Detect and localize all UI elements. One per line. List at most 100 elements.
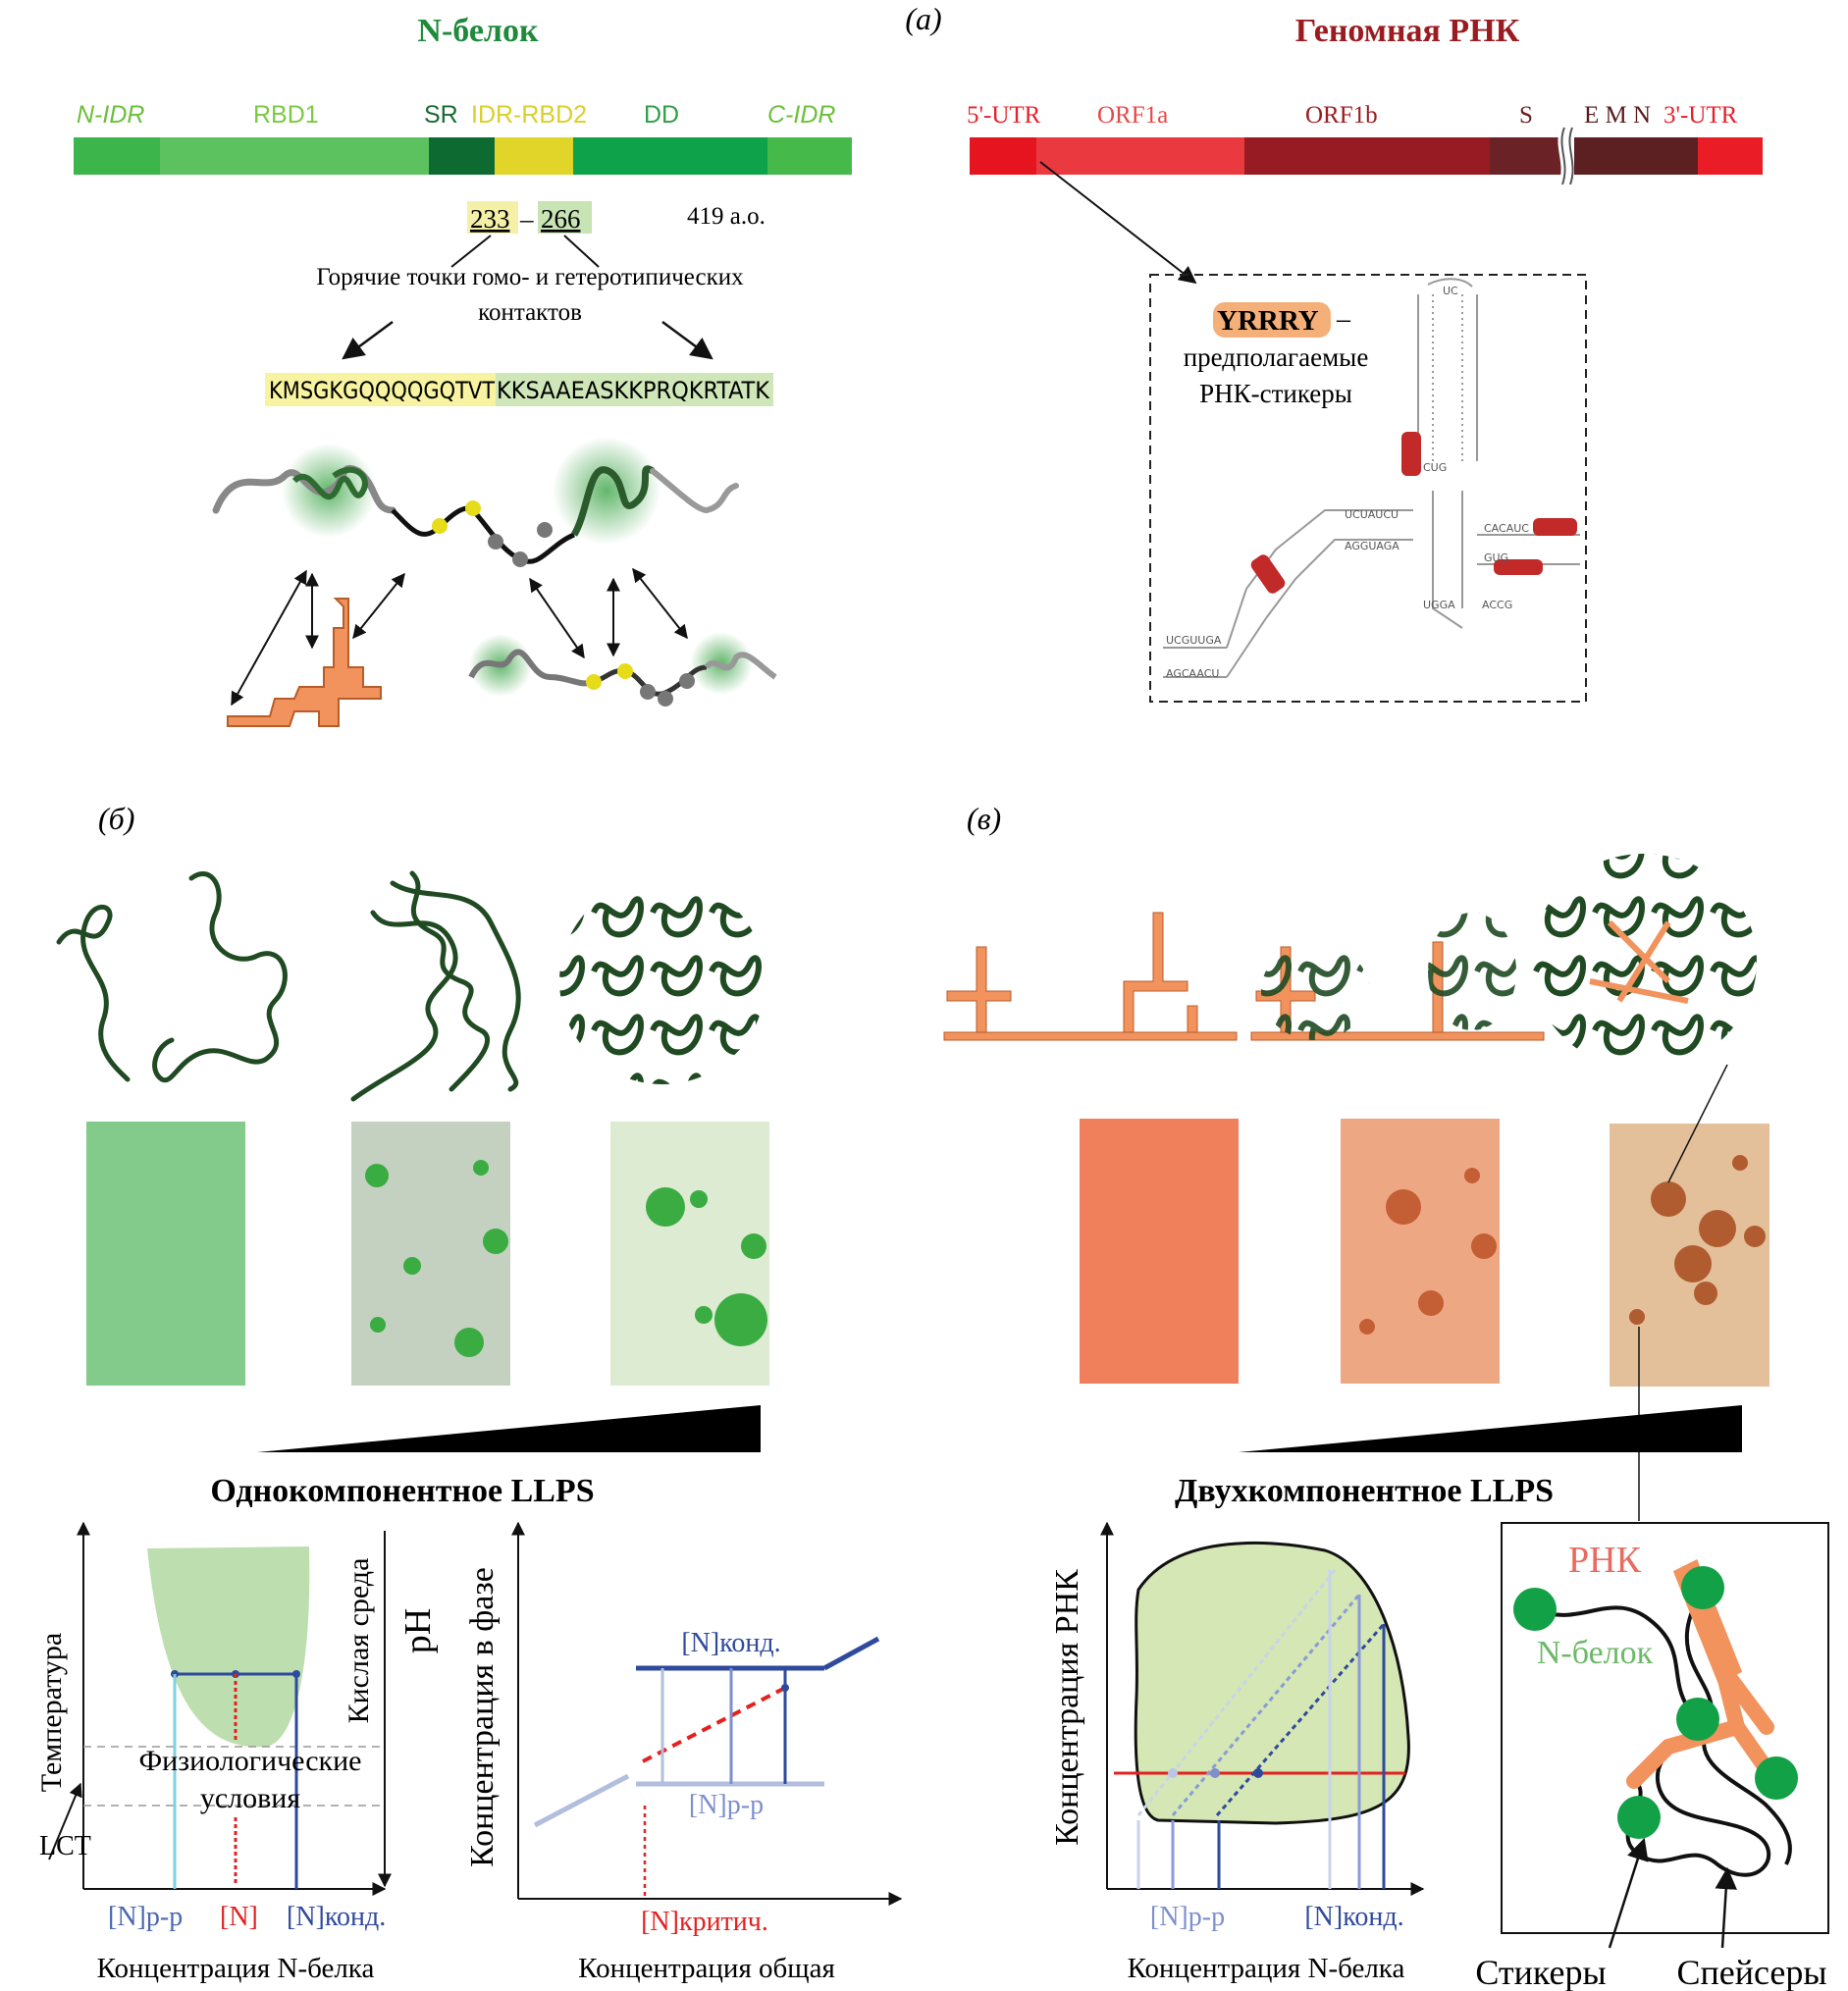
label-pp-plot: [N]р-р (689, 1790, 764, 1820)
hotspot-arrow-left (342, 320, 394, 360)
protein-chains-mid (350, 870, 521, 1102)
residue-end: 266 (541, 204, 581, 234)
domain-labels: N-IDR RBD1 SR IDR-RBD2 DD C-IDR (77, 101, 835, 129)
svg-text:GUG: GUG (1484, 551, 1508, 564)
rna-droplets-large (1629, 1155, 1766, 1325)
panel-a-label: (а) (905, 1, 941, 36)
acid-axis-label: Кислая среда (343, 1558, 375, 1724)
residue-connector-right (563, 235, 600, 268)
rna-droplets-mid (1359, 1168, 1497, 1335)
temperature-axis-label: Температура (35, 1633, 68, 1792)
residue-box-yellow (467, 201, 518, 234)
single-llps-title: Однокомпонентное LLPS (210, 1473, 594, 1509)
domain-idr-rbd2: IDR-RBD2 (471, 101, 587, 129)
rna-secondary-structure (1163, 278, 1580, 678)
tick-n-b: [N] (220, 1902, 258, 1932)
protein-chain-illustration (212, 437, 777, 727)
concentration-wedge-c (1239, 1405, 1742, 1452)
rna-sequence-letters: UC CUG UCUAUCU AGGUAGA CACAUC GUG UCGUUG… (1166, 285, 1529, 680)
domain-rbd1: RBD1 (253, 101, 319, 129)
residue-start: 233 (470, 204, 510, 234)
protein-length: 419 а.о. (687, 203, 766, 230)
utr-zoom-arrow (1039, 161, 1197, 285)
rna-structure-box (1149, 274, 1587, 703)
motif-desc-1: предполагаемые (1184, 342, 1369, 372)
lct-label: LCT (39, 1831, 91, 1861)
label-crit-plot: [N]критич. (641, 1907, 768, 1937)
inset-rna-label: РНК (1568, 1540, 1642, 1581)
stickers-label: Стикеры (1475, 1953, 1606, 1991)
svg-text:UCUAUCU: UCUAUCU (1345, 508, 1399, 521)
rna-label-emn: E M N (1584, 102, 1651, 129)
n-protein-conc-label-c: Концентрация N-белка (1128, 1953, 1405, 1984)
sequence-highlight-green (496, 373, 773, 406)
phase-box-droplets (351, 1122, 510, 1386)
svg-text:AGCAACU: AGCAACU (1166, 667, 1219, 680)
protein-chains-dilute (56, 871, 288, 1083)
rna-label-orf1b: ORF1b (1305, 102, 1378, 129)
rna-label-5utr: 5'-UTR (967, 102, 1041, 129)
svg-text:ACCG: ACCG (1482, 599, 1512, 611)
sequence-highlight-yellow (265, 373, 496, 406)
spacers-label: Спейсеры (1676, 1953, 1826, 1991)
svg-text:CACAUC: CACAUC (1484, 522, 1529, 535)
rna-label-orf1a: ORF1a (1097, 102, 1168, 129)
rna-chains-illustration (943, 854, 1757, 1070)
tick-pp-b: [N]р-р (108, 1902, 183, 1932)
svg-text:UCGUUGA: UCGUUGA (1166, 634, 1222, 647)
residue-box-green (538, 201, 592, 234)
motif-text: YRRRY (1217, 305, 1319, 337)
tick-cond-c: [N]конд. (1304, 1902, 1403, 1932)
droplet-zoom-line (1667, 1064, 1728, 1183)
rna-conc-axis-label: Концентрация РНК (1049, 1569, 1085, 1846)
hotspot-text-2: контактов (478, 299, 582, 326)
motif-highlight (1213, 302, 1331, 338)
inset-protein-label: N-белок (1537, 1635, 1654, 1671)
panel-c-label: (в) (967, 801, 1001, 836)
physiological-label-1: Физиологические (138, 1745, 361, 1777)
phase-box-homogeneous (86, 1122, 245, 1386)
domain-n-idr: N-IDR (77, 101, 144, 129)
residue-connector-left (450, 235, 492, 268)
physiological-label-2: условия (200, 1782, 301, 1814)
phase-diagram-rna (1100, 1521, 1425, 1896)
domain-sr: SR (424, 101, 458, 129)
sticker-spacer-inset (1501, 1522, 1829, 1934)
two-llps-title: Двухкомпонентное LLPS (1175, 1473, 1554, 1509)
rna-title: Геномная РНК (1295, 13, 1520, 49)
residue-dash: – (519, 204, 534, 234)
hotspot-text-1: Горячие точки гомо- и гетеротипических (316, 264, 744, 290)
sequence-green: KKSAAEASKKPRQKRTATK (497, 377, 770, 404)
svg-text:UGGA: UGGA (1423, 599, 1455, 611)
protein-title: N-белок (417, 13, 539, 49)
droplets-mid (365, 1160, 508, 1357)
concentration-phase-plot (511, 1521, 903, 1906)
phase-diagram-temperature (48, 1521, 392, 1896)
sequence-yellow: KMSGKGQQQQGQTVT (269, 377, 496, 404)
rna-label-s: S (1519, 102, 1533, 129)
tick-cond-b: [N]конд. (287, 1902, 386, 1932)
label-cond-plot: [N]конд. (681, 1628, 780, 1658)
rna-sticker-marks (1250, 432, 1577, 594)
droplets-large (646, 1187, 767, 1346)
n-protein-conc-label-b: Концентрация N-белка (97, 1953, 375, 1984)
domain-dd: DD (644, 101, 679, 129)
svg-text:UC: UC (1443, 285, 1458, 297)
domain-c-idr: C-IDR (767, 101, 835, 129)
motif-desc-2: РНК-стикеры (1199, 379, 1352, 408)
rna-genome-bar (970, 126, 1763, 186)
ph-axis-label: pH (397, 1608, 439, 1653)
svg-text:AGGUAGA: AGGUAGA (1345, 540, 1399, 552)
motif-dash: – (1336, 304, 1351, 335)
tick-pp-c: [N]р-р (1150, 1902, 1225, 1932)
svg-text:CUG: CUG (1423, 461, 1447, 474)
rna-segment-labels: 5'-UTR ORF1a ORF1b S E M N 3'-UTR (967, 102, 1738, 129)
protein-domain-bar (74, 137, 852, 175)
total-conc-label: Концентрация общая (578, 1953, 835, 1984)
hotspot-arrow-right (661, 320, 713, 360)
panel-b-label: (б) (98, 801, 134, 836)
protein-chains-dense (559, 878, 766, 1084)
inset-illustration (1513, 1558, 1798, 1949)
rna-phase-box-homogeneous (1080, 1119, 1239, 1384)
